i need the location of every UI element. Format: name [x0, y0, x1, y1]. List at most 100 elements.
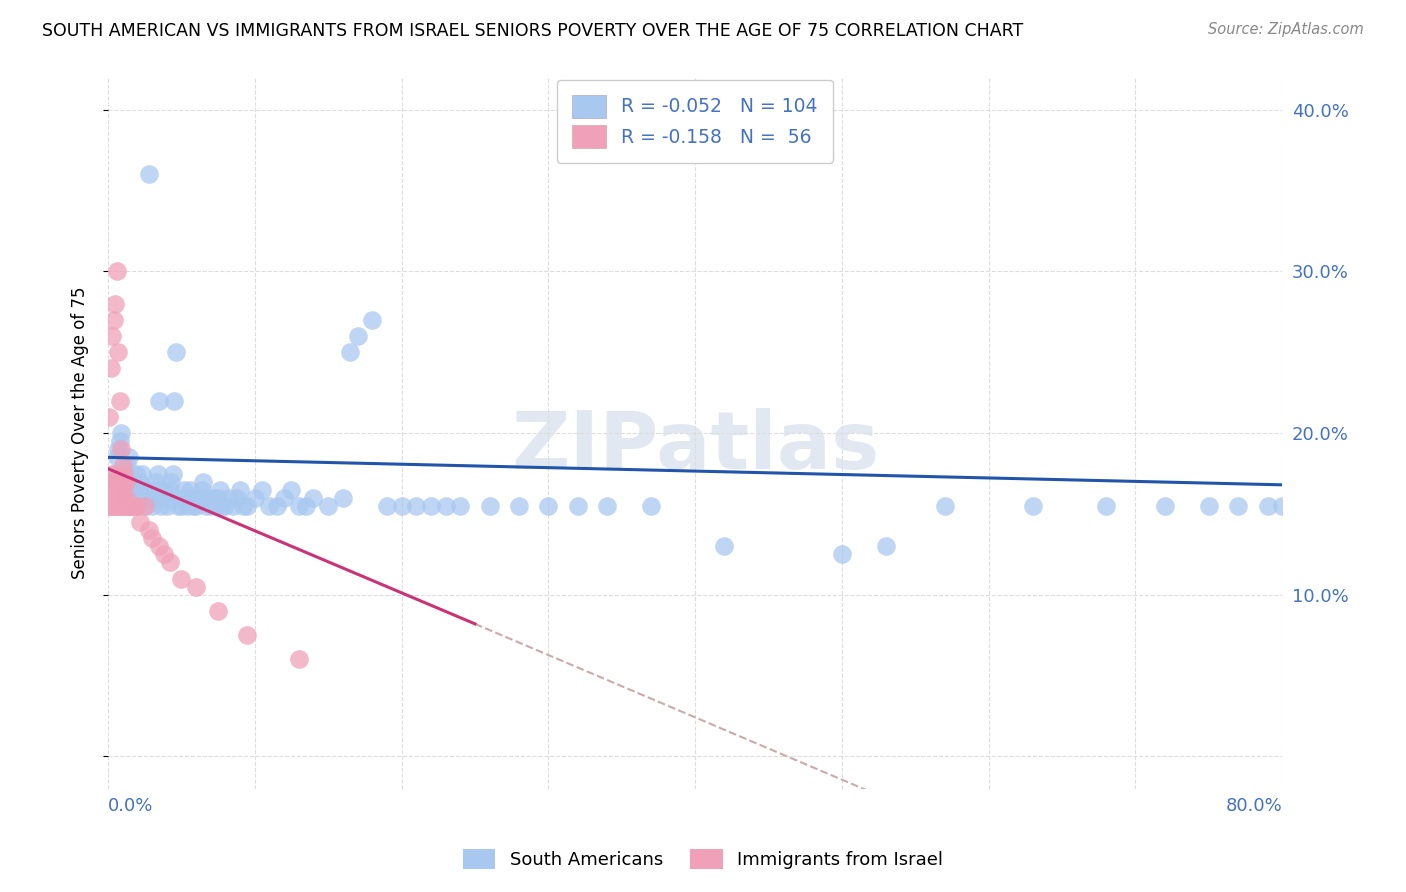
Point: [104, 297, 127, 311]
Point: [114, 475, 136, 489]
Point: [405, 499, 427, 513]
Point: [214, 499, 236, 513]
Point: [129, 475, 152, 489]
Point: [103, 313, 125, 327]
Point: [449, 499, 471, 513]
Point: [208, 483, 231, 497]
Point: [112, 475, 135, 489]
Point: [108, 499, 131, 513]
Point: [110, 499, 132, 513]
Point: [162, 467, 184, 481]
Point: [170, 572, 193, 586]
Point: [148, 393, 170, 408]
Point: [127, 499, 149, 513]
Point: [114, 467, 136, 481]
Point: [115, 458, 138, 473]
Point: [391, 499, 413, 513]
Point: [122, 499, 145, 513]
Point: [100, 491, 122, 505]
Point: [128, 483, 150, 497]
Point: [640, 499, 662, 513]
Text: 80.0%: 80.0%: [1226, 797, 1282, 814]
Point: [121, 499, 143, 513]
Text: SOUTH AMERICAN VS IMMIGRANTS FROM ISRAEL SENIORS POVERTY OVER THE AGE OF 75 CORR: SOUTH AMERICAN VS IMMIGRANTS FROM ISRAEL…: [42, 22, 1024, 40]
Point: [207, 491, 229, 505]
Point: [127, 491, 149, 505]
Point: [537, 499, 560, 513]
Point: [173, 483, 195, 497]
Point: [118, 499, 141, 513]
Point: [111, 499, 134, 513]
Point: [111, 483, 134, 497]
Point: [339, 345, 361, 359]
Point: [100, 475, 122, 489]
Point: [112, 499, 135, 513]
Point: [1095, 499, 1118, 513]
Point: [243, 491, 266, 505]
Point: [117, 499, 139, 513]
Point: [302, 491, 325, 505]
Point: [197, 491, 219, 505]
Point: [295, 499, 318, 513]
Point: [108, 483, 131, 497]
Point: [145, 475, 167, 489]
Point: [157, 491, 180, 505]
Point: [101, 475, 124, 489]
Point: [478, 499, 501, 513]
Point: [156, 499, 179, 513]
Point: [136, 483, 159, 497]
Point: [149, 499, 172, 513]
Point: [191, 483, 214, 497]
Point: [101, 499, 124, 513]
Point: [138, 523, 160, 537]
Point: [160, 475, 183, 489]
Point: [104, 483, 127, 497]
Point: [112, 467, 135, 481]
Point: [567, 499, 589, 513]
Point: [108, 393, 131, 408]
Point: [104, 475, 127, 489]
Point: [332, 491, 354, 505]
Point: [179, 483, 201, 497]
Point: [1198, 499, 1220, 513]
Point: [107, 491, 129, 505]
Point: [125, 467, 148, 481]
Point: [135, 491, 157, 505]
Point: [152, 547, 174, 561]
Point: [434, 499, 457, 513]
Point: [114, 491, 136, 505]
Point: [107, 442, 129, 457]
Point: [259, 499, 281, 513]
Point: [103, 491, 125, 505]
Point: [104, 499, 127, 513]
Point: [105, 491, 128, 505]
Point: [103, 475, 125, 489]
Point: [266, 499, 288, 513]
Point: [165, 345, 187, 359]
Point: [108, 491, 131, 505]
Point: [98, 409, 121, 424]
Point: [110, 442, 132, 457]
Point: [1227, 499, 1250, 513]
Point: [143, 483, 166, 497]
Point: [280, 483, 302, 497]
Point: [176, 499, 198, 513]
Point: [596, 499, 619, 513]
Point: [111, 475, 134, 489]
Point: [111, 491, 134, 505]
Point: [273, 491, 295, 505]
Point: [141, 531, 163, 545]
Point: [236, 499, 259, 513]
Point: [184, 499, 207, 513]
Point: [98, 491, 121, 505]
Point: [1271, 499, 1294, 513]
Point: [229, 483, 252, 497]
Point: [101, 329, 124, 343]
Point: [934, 499, 956, 513]
Point: [115, 499, 138, 513]
Point: [831, 547, 853, 561]
Point: [100, 361, 122, 376]
Point: [713, 539, 735, 553]
Point: [127, 499, 149, 513]
Point: [129, 515, 152, 529]
